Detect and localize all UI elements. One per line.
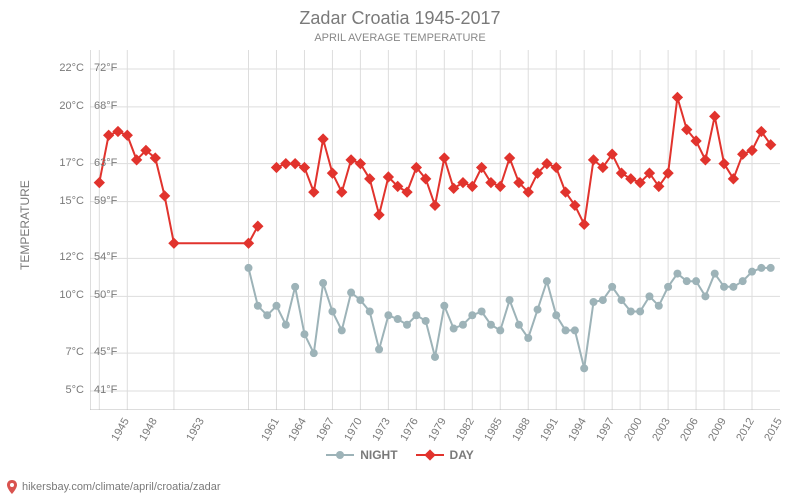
y-left-tick: 22°C: [59, 62, 84, 74]
y-right-tick: 41°F: [94, 384, 117, 396]
legend-label-day: DAY: [450, 448, 474, 462]
plot-svg: [90, 50, 780, 410]
y-axis-title: TEMPERATURE: [18, 180, 32, 270]
chart-subtitle: APRIL AVERAGE TEMPERATURE: [0, 32, 800, 44]
y-left-tick: 12°C: [59, 251, 84, 263]
legend: NIGHT DAY: [0, 448, 800, 462]
chart-title-text: Zadar Croatia 1945-2017: [299, 8, 500, 28]
y-right-tick: 45°F: [94, 346, 117, 358]
chart-subtitle-text: APRIL AVERAGE TEMPERATURE: [314, 32, 485, 44]
footer-text: hikersbay.com/climate/april/croatia/zada…: [22, 481, 220, 493]
y-right-tick: 68°F: [94, 100, 117, 112]
y-right-tick: 59°F: [94, 195, 117, 207]
y-right-tick: 50°F: [94, 289, 117, 301]
y-left-tick: 17°C: [59, 157, 84, 169]
legend-label-night: NIGHT: [360, 448, 397, 462]
y-left-tick: 20°C: [59, 100, 84, 112]
legend-item-night: NIGHT: [326, 448, 397, 462]
pin-icon: [6, 480, 18, 494]
legend-marker-night: [326, 449, 354, 461]
y-left-tick: 15°C: [59, 195, 84, 207]
chart-title: Zadar Croatia 1945-2017: [0, 8, 800, 29]
y-axis-title-text: TEMPERATURE: [18, 180, 32, 270]
y-left-tick: 10°C: [59, 289, 84, 301]
legend-marker-day: [416, 449, 444, 461]
plot-area: [90, 50, 780, 410]
y-right-tick: 54°F: [94, 251, 117, 263]
y-right-tick: 63°F: [94, 157, 117, 169]
footer: hikersbay.com/climate/april/croatia/zada…: [6, 480, 220, 494]
y-right-tick: 72°F: [94, 62, 117, 74]
y-left-tick: 5°C: [66, 384, 84, 396]
y-left-tick: 7°C: [66, 346, 84, 358]
legend-item-day: DAY: [416, 448, 474, 462]
